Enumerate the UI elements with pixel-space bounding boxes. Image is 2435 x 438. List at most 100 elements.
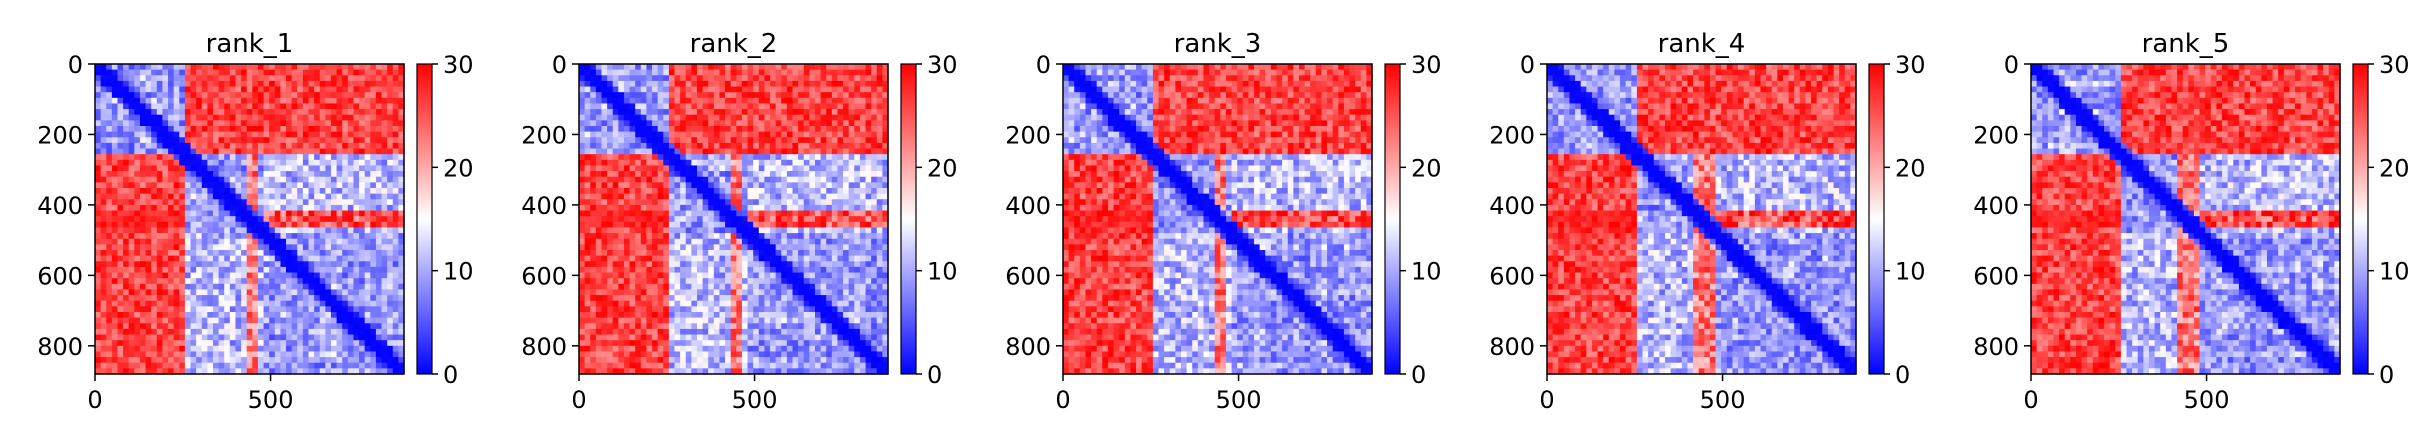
heatmap-cell [375, 295, 383, 302]
heatmap-cell [291, 261, 298, 268]
heatmap-cell [162, 233, 169, 240]
heatmap-cell [601, 92, 608, 99]
heatmap-cell [286, 193, 293, 200]
heatmap-cell [95, 345, 102, 353]
heatmap-cell [207, 306, 214, 313]
heatmap-cell [224, 154, 231, 161]
heatmap-cell [246, 131, 253, 138]
heatmap-cell [730, 216, 737, 223]
heatmap-cell [809, 199, 816, 206]
heatmap-cell [134, 120, 141, 127]
heatmap-cell [173, 351, 180, 358]
heatmap-cell [814, 137, 822, 144]
heatmap-cell [257, 323, 265, 330]
heatmap-cell [713, 182, 721, 189]
heatmap-cell [196, 131, 203, 138]
heatmap-cell [139, 272, 147, 279]
heatmap-cell [212, 278, 220, 285]
heatmap-cell [353, 171, 360, 178]
heatmap-cell [218, 266, 225, 274]
heatmap-cell [629, 176, 636, 183]
heatmap-cell [319, 334, 326, 341]
heatmap-cell [663, 109, 670, 116]
heatmap-cell [764, 233, 771, 240]
heatmap-cell [280, 69, 287, 76]
heatmap-cell [364, 182, 371, 189]
heatmap-cell [674, 114, 681, 121]
heatmap-cell [207, 283, 214, 291]
heatmap-cell [139, 312, 147, 319]
heatmap-cell [286, 69, 293, 76]
heatmap-cell [623, 142, 631, 150]
heatmap-cell [753, 176, 760, 183]
heatmap-cell [713, 154, 721, 161]
heatmap-cell [674, 80, 681, 88]
heatmap-cell [381, 221, 388, 229]
heatmap-cell [640, 182, 648, 189]
heatmap-cell [128, 114, 135, 121]
heatmap-cell [809, 250, 816, 257]
heatmap-cell [798, 244, 805, 251]
heatmap-cell [347, 216, 355, 223]
heatmap-cell [212, 221, 220, 229]
heatmap-cell [106, 193, 113, 200]
heatmap-cell [781, 86, 788, 93]
heatmap-cell [128, 272, 135, 279]
heatmap-cell [246, 221, 253, 229]
heatmap-cell [297, 283, 304, 291]
heatmap-cell [314, 278, 321, 285]
heatmap-cell [325, 199, 332, 206]
heatmap-cell [640, 176, 648, 183]
heatmap-cell [111, 317, 119, 324]
heatmap-cell [392, 255, 399, 262]
heatmap-cell [106, 154, 113, 161]
heatmap-cell [758, 92, 765, 99]
heatmap-cell [837, 227, 844, 234]
heatmap-cell [685, 137, 692, 144]
heatmap-cell [685, 86, 692, 93]
heatmap-cell [297, 137, 304, 144]
heatmap-cell [269, 340, 276, 347]
heatmap-cell [741, 165, 749, 172]
heatmap-cell [392, 261, 399, 268]
heatmap-cell [100, 272, 107, 279]
heatmap-cell [736, 109, 743, 116]
heatmap-cell [212, 351, 220, 358]
heatmap-cell [224, 131, 231, 138]
heatmap-cell [269, 165, 276, 172]
heatmap-cell [95, 357, 102, 364]
heatmap-cell [792, 80, 799, 88]
heatmap-cell [291, 92, 298, 99]
heatmap-cell [736, 159, 743, 167]
heatmap-cell [280, 283, 287, 291]
heatmap-cell [607, 154, 614, 161]
heatmap-cell [652, 261, 659, 268]
heatmap-cell [184, 362, 192, 369]
heatmap-cell [252, 323, 259, 330]
heatmap-cell [263, 323, 270, 330]
heatmap-cell [139, 120, 147, 127]
heatmap-cell [775, 216, 782, 223]
heatmap-cell [196, 80, 203, 88]
heatmap-cell [730, 154, 737, 161]
heatmap-cell [325, 131, 332, 138]
heatmap-cell [674, 204, 681, 212]
heatmap-cell [111, 278, 119, 285]
heatmap-cell [269, 97, 276, 105]
heatmap-cell [308, 238, 315, 245]
heatmap-cell [139, 283, 147, 291]
heatmap-cell [725, 120, 732, 127]
heatmap-cell [291, 334, 298, 341]
heatmap-cell [280, 182, 287, 189]
heatmap-cell [184, 210, 192, 217]
heatmap-cell [786, 126, 794, 133]
heatmap-cell [117, 69, 124, 76]
heatmap-cell [241, 176, 248, 183]
heatmap-cell [286, 154, 293, 161]
heatmap-cell [792, 176, 799, 183]
heatmap-cell [764, 221, 771, 229]
heatmap-cell [218, 193, 225, 200]
heatmap-cell [302, 120, 310, 127]
heatmap-cell [95, 283, 102, 291]
heatmap-cell [786, 250, 794, 257]
